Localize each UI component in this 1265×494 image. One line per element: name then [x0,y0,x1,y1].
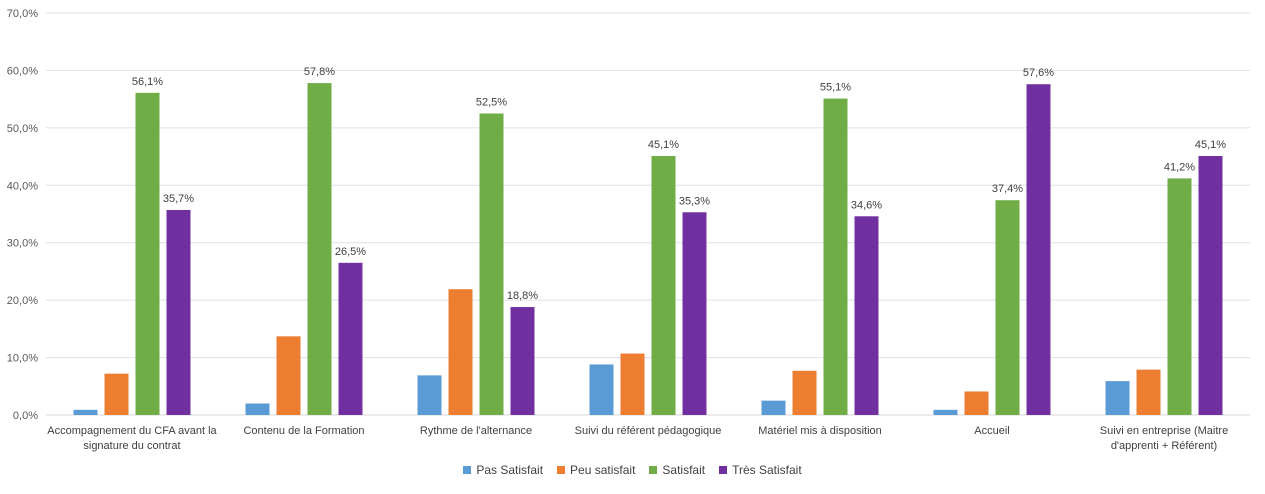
data-label: 56,1% [132,76,163,88]
bar-satisfait [995,200,1020,415]
category-label: Suivi en entreprise (Maitre [1100,425,1228,437]
bar-satisfait [823,98,848,415]
bar-tr-s-satisfait [338,262,363,415]
legend-label: Très Satisfait [732,463,802,477]
legend-swatch [719,466,728,474]
y-tick-label: 30,0% [7,238,38,250]
bar-tr-s-satisfait [510,307,535,415]
data-label: 34,6% [851,199,882,211]
y-tick-label: 0,0% [13,410,38,422]
data-label: 41,2% [1164,161,1195,173]
bar-peu-satisfait [792,370,817,415]
bar-satisfait [479,113,504,415]
data-label: 18,8% [507,290,538,302]
data-label: 55,1% [820,82,851,94]
bar-peu-satisfait [620,353,645,415]
bar-satisfait [651,155,676,416]
bar-peu-satisfait [964,391,989,415]
bar-pas-satisfait [1105,381,1130,415]
data-label: 35,7% [163,193,194,205]
bar-peu-satisfait [104,373,129,415]
bar-pas-satisfait [761,400,786,415]
bar-pas-satisfait [417,375,442,415]
data-label: 45,1% [648,139,679,151]
data-label: 35,3% [679,195,710,207]
category-label: Matériel mis à disposition [758,425,882,437]
bar-tr-s-satisfait [1198,155,1223,416]
bar-peu-satisfait [448,289,473,415]
legend-label: Peu satisfait [570,463,636,477]
legend-item: Peu satisfait [557,463,635,477]
data-label: 57,8% [304,66,335,78]
y-tick-label: 40,0% [7,180,38,192]
legend-item: Satisfait [649,463,705,477]
bar-tr-s-satisfait [1026,84,1051,415]
category-label: d'apprenti + Référent) [1111,440,1217,452]
data-label: 26,5% [335,246,366,258]
bar-tr-s-satisfait [682,212,707,415]
bar-tr-s-satisfait [166,209,191,415]
category-label: Accompagnement du CFA avant la [47,425,217,437]
data-label: 52,5% [476,97,507,109]
y-tick-label: 50,0% [7,123,38,135]
bar-peu-satisfait [276,336,301,415]
bar-pas-satisfait [933,409,958,415]
legend: Pas Satisfait Peu satisfait Satisfait Très … [0,463,1265,477]
y-tick-label: 20,0% [7,295,38,307]
bar-tr-s-satisfait [854,216,879,415]
bar-satisfait [135,92,160,415]
bar-pas-satisfait [73,409,98,415]
bar-pas-satisfait [589,364,614,415]
legend-swatch [649,466,658,474]
category-label: signature du contrat [83,440,180,452]
category-label: Rythme de l'alternance [420,425,532,437]
data-label: 57,6% [1023,67,1054,79]
bar-satisfait [1167,178,1192,415]
y-tick-label: 60,0% [7,65,38,77]
y-tick-label: 10,0% [7,353,38,365]
data-label: 45,1% [1195,139,1226,151]
legend-swatch [463,466,472,474]
bar-peu-satisfait [1136,369,1161,415]
data-label: 37,4% [992,183,1023,195]
legend-swatch [557,466,566,474]
bar-pas-satisfait [245,403,270,415]
legend-label: Pas Satisfait [476,463,544,477]
category-label: Contenu de la Formation [243,425,364,437]
category-label: Suivi du référent pédagogique [575,425,722,437]
legend-item: Très Satisfait [719,463,802,477]
legend-item: Pas Satisfait [463,463,543,477]
bar-satisfait [307,83,332,415]
y-tick-label: 70,0% [7,8,38,20]
legend-label: Satisfait [662,463,706,477]
category-label: Accueil [974,425,1009,437]
